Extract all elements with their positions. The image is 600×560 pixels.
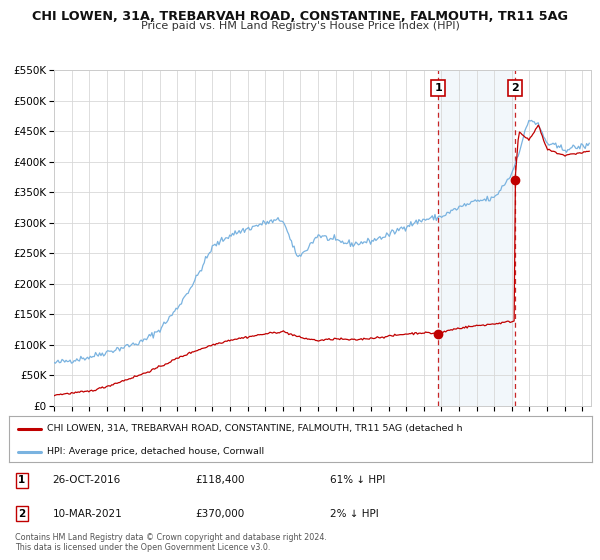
Text: 61% ↓ HPI: 61% ↓ HPI <box>330 475 385 486</box>
Text: This data is licensed under the Open Government Licence v3.0.: This data is licensed under the Open Gov… <box>15 543 271 552</box>
Text: 1: 1 <box>434 83 442 94</box>
Text: CHI LOWEN, 31A, TREBARVAH ROAD, CONSTANTINE, FALMOUTH, TR11 5AG: CHI LOWEN, 31A, TREBARVAH ROAD, CONSTANT… <box>32 10 568 23</box>
Text: 10-MAR-2021: 10-MAR-2021 <box>53 508 122 519</box>
Text: Price paid vs. HM Land Registry's House Price Index (HPI): Price paid vs. HM Land Registry's House … <box>140 21 460 31</box>
Text: £370,000: £370,000 <box>196 508 245 519</box>
Text: Contains HM Land Registry data © Crown copyright and database right 2024.: Contains HM Land Registry data © Crown c… <box>15 533 327 542</box>
Bar <box>438 70 515 406</box>
Text: 2: 2 <box>511 83 519 94</box>
Text: HPI: Average price, detached house, Cornwall: HPI: Average price, detached house, Corn… <box>47 447 264 456</box>
Text: 2: 2 <box>18 508 25 519</box>
Text: £118,400: £118,400 <box>196 475 245 486</box>
Text: 26-OCT-2016: 26-OCT-2016 <box>53 475 121 486</box>
Text: 1: 1 <box>18 475 25 486</box>
Text: 2% ↓ HPI: 2% ↓ HPI <box>330 508 379 519</box>
Text: CHI LOWEN, 31A, TREBARVAH ROAD, CONSTANTINE, FALMOUTH, TR11 5AG (detached h: CHI LOWEN, 31A, TREBARVAH ROAD, CONSTANT… <box>47 424 463 433</box>
